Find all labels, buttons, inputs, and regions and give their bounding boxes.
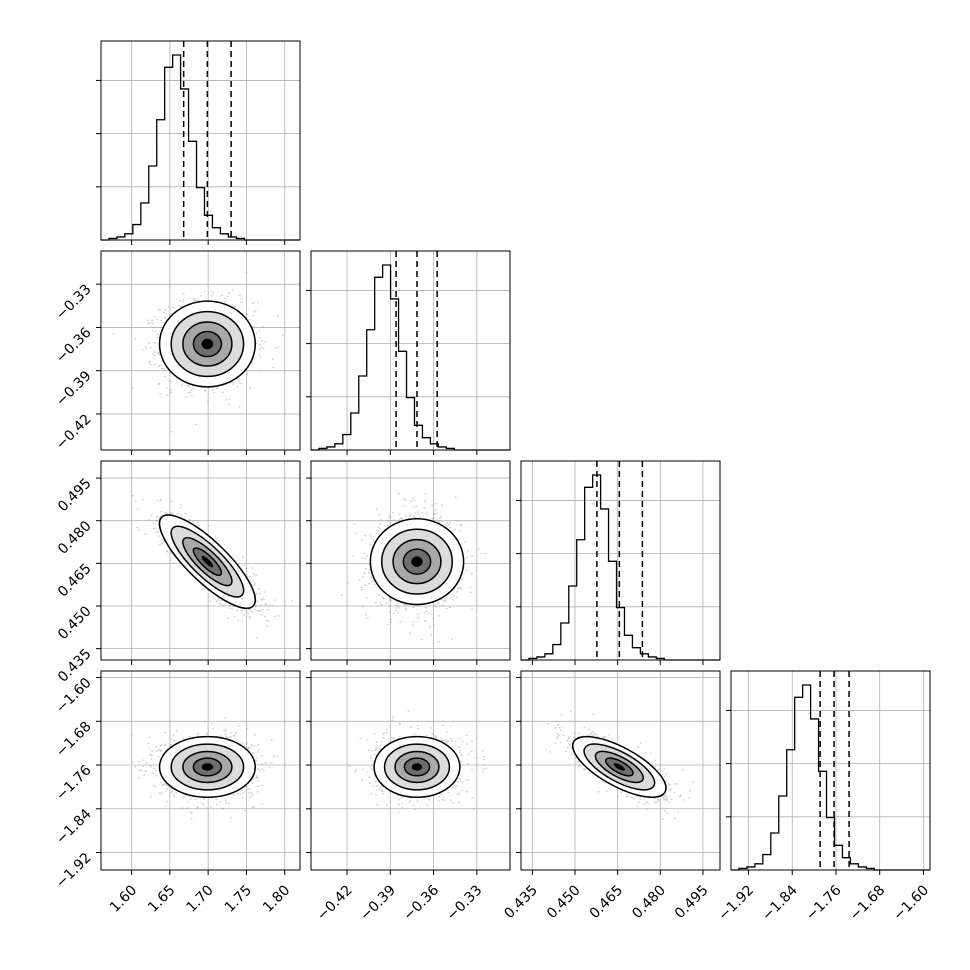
panel-background [521,461,720,660]
x-tick-label: −0.36 [401,882,443,924]
contour-line [373,735,461,798]
histogram-panel-1 [96,40,301,241]
contour-line [158,514,256,610]
y-tick-label: −1.76 [53,762,95,804]
x-tick-label: −1.60 [890,882,932,924]
x-tick-label: −0.33 [444,882,486,924]
contour-line [394,750,440,784]
contour-line [170,743,245,791]
panel-frame [100,670,301,871]
contour-line [380,528,453,595]
contour-line [583,743,656,791]
x-tick-label: 1.75 [222,882,255,915]
panel-frame [520,670,721,871]
x-tick-label: 0.435 [501,882,541,922]
contour-line [192,330,223,358]
x-tick-label: 1.65 [145,882,178,915]
contour-line [170,310,245,378]
panel-frame [310,670,511,871]
y-tick-label: −0.42 [53,411,95,453]
x-tick-label: −1.76 [803,882,845,924]
density-level [411,763,423,771]
panel-frame [100,460,301,661]
histogram-panel-2 [306,250,511,451]
x-tick-label: 1.80 [260,882,293,915]
contour-line [170,525,245,598]
contour-line [192,547,223,577]
x-tick-label: 0.450 [544,882,584,922]
panel-frame [100,250,301,451]
x-tick-label: −1.92 [715,882,757,924]
contour-line [182,750,233,784]
contour-line [369,518,465,606]
density-level [411,556,423,567]
contour-line [182,537,233,587]
contour-line [604,757,634,777]
panel-frame [310,250,511,451]
y-tick-label: −1.84 [53,806,95,848]
scatter-panel-4-3 [516,670,721,875]
density-level [201,763,214,771]
x-tick-label: 1.70 [183,882,216,915]
panel-background [731,671,930,870]
scatter-panel-2-1 [96,250,301,455]
panel-frame [310,460,511,661]
contour-line [383,743,451,791]
contour-line [392,538,442,585]
panel-frame [100,40,301,241]
x-tick-label: 0.465 [587,882,627,922]
panel-frame [730,670,931,871]
y-tick-label: 0.495 [55,475,95,515]
y-tick-label: −0.39 [53,368,95,410]
contour-line [402,548,432,575]
density-level [613,763,626,771]
y-tick-label: −0.36 [53,325,95,367]
y-tick-label: −1.92 [53,850,95,892]
x-tick-label: −1.84 [759,882,801,924]
panel-frame [520,460,721,661]
panel-background [311,251,510,450]
scatter-panel-4-1 [96,670,301,875]
contour-line [571,735,667,798]
panel-background [101,41,300,240]
contour-line [594,750,644,784]
density-level [201,555,214,568]
y-tick-label: 0.435 [55,646,95,686]
scatter-panel-3-1 [96,460,301,665]
scatter-panel-4-2 [306,670,511,875]
contour-line [182,321,233,367]
histogram-panel-3 [516,460,721,661]
x-tick-label: −1.68 [847,882,889,924]
x-tick-label: −0.39 [357,882,399,924]
y-tick-label: −0.33 [53,282,95,324]
y-tick-label: −1.60 [53,675,95,717]
contour-line [403,757,431,777]
y-tick-label: −1.68 [53,719,95,761]
x-tick-label: 0.495 [672,882,712,922]
density-level [201,338,214,350]
x-tick-label: 0.480 [629,882,669,922]
y-tick-label: 0.480 [55,518,95,558]
histogram-panel-4 [726,670,931,871]
contour-line [158,735,256,798]
y-tick-label: 0.465 [55,561,95,601]
x-tick-label: −0.42 [314,882,356,924]
contour-line [158,300,256,388]
scatter-panel-3-2 [306,460,511,665]
y-tick-label: 0.450 [55,603,95,643]
contour-line [192,757,223,777]
x-tick-label: 1.60 [107,882,140,915]
